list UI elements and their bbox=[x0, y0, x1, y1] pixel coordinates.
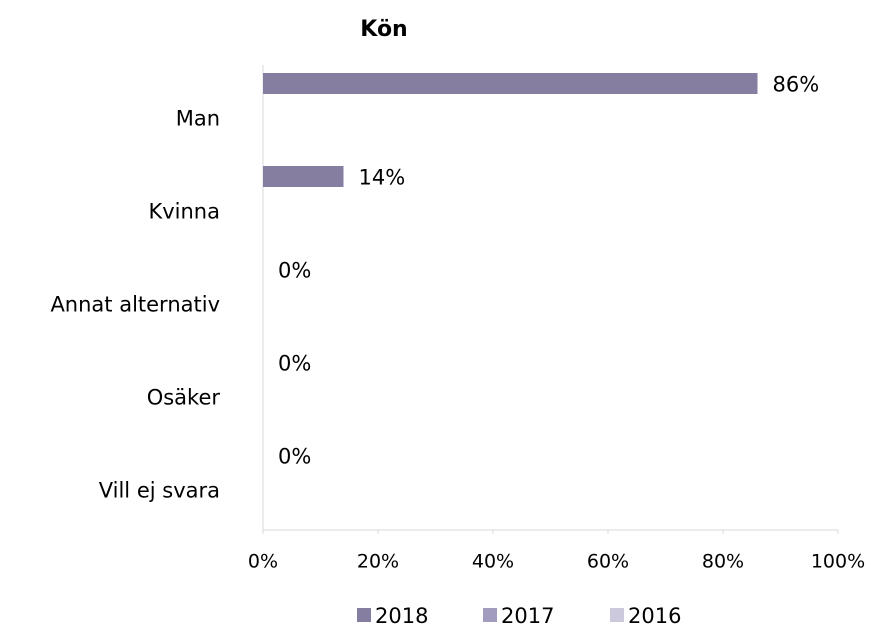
legend-label: 2018 bbox=[375, 604, 428, 628]
chart-title: Kön bbox=[360, 17, 407, 42]
data-label: 0% bbox=[278, 445, 311, 469]
data-label: 0% bbox=[278, 352, 311, 376]
data-label: 86% bbox=[773, 73, 820, 97]
legend-label: 2016 bbox=[628, 604, 681, 628]
y-tick-label: Vill ej svara bbox=[99, 479, 220, 503]
legend-swatch bbox=[610, 608, 624, 622]
y-tick-label: Annat alternativ bbox=[50, 293, 220, 317]
y-tick-label: Osäker bbox=[147, 386, 221, 410]
x-tick-label: 0% bbox=[248, 551, 278, 573]
x-tick-label: 80% bbox=[702, 551, 744, 573]
x-tick-label: 40% bbox=[472, 551, 514, 573]
legend-swatch bbox=[357, 608, 371, 622]
x-tick-label: 60% bbox=[587, 551, 629, 573]
y-tick-label: Kvinna bbox=[148, 200, 220, 224]
x-tick-label: 20% bbox=[357, 551, 399, 573]
x-tick-label: 100% bbox=[811, 551, 865, 573]
data-label: 14% bbox=[359, 166, 406, 190]
data-label: 0% bbox=[278, 259, 311, 283]
legend-label: 2017 bbox=[501, 604, 554, 628]
legend-swatch bbox=[483, 608, 497, 622]
bar bbox=[263, 166, 344, 187]
bar bbox=[263, 73, 758, 94]
y-tick-label: Man bbox=[176, 107, 220, 131]
